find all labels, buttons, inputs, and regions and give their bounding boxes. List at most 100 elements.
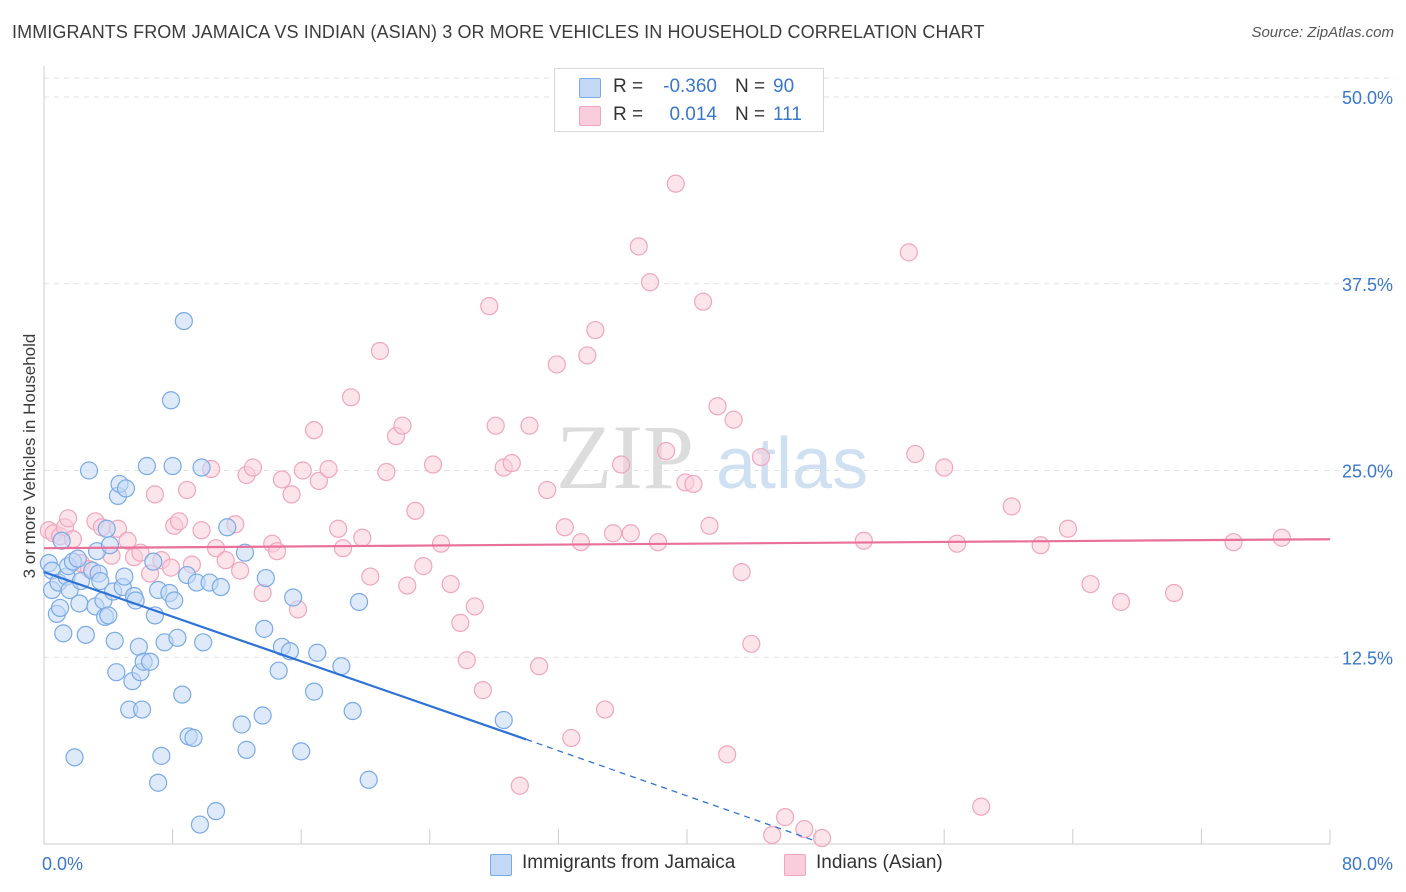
x-tick-labels: 0.0% 80.0% [42,854,1393,874]
legend-row-indians: R = 0.014 N = 111 [555,101,823,129]
data-point-indians [742,634,761,653]
legend-n-label: N = [735,104,766,125]
data-point-indians [177,480,197,500]
data-point-indians [1164,583,1184,603]
legend-r-value: 0.014 [669,104,717,125]
data-point-jamaica [107,663,126,682]
data-point-jamaica [206,802,226,821]
data-point-jamaica [91,571,110,591]
data-point-indians [206,539,226,558]
data-point-indians [621,524,640,543]
data-point-jamaica [152,746,171,765]
data-point-indians [510,776,529,795]
data-point-jamaica [105,631,124,650]
data-point-indians [267,542,287,561]
data-point-jamaica [218,518,237,537]
data-point-indians [370,341,390,361]
legend-swatch-blue [579,78,601,98]
data-point-indians [693,292,713,311]
data-point-indians [161,558,181,577]
data-point-indians [972,797,991,816]
correlation-legend: R = -0.360 N = 90 R = 0.014 N = 111 [554,68,824,132]
legend-swatch-blue [490,854,512,876]
data-point-jamaica [192,458,211,477]
data-point-indians [538,480,557,500]
data-point-indians [595,700,615,719]
data-point-indians [216,551,235,570]
data-point-indians [486,416,505,435]
data-point-indians [611,455,631,474]
data-point-indians [1031,536,1050,555]
watermark-atlas: atlas [716,424,868,504]
data-point-indians [431,534,451,553]
data-point-indians [718,745,737,764]
data-point-indians [333,539,353,558]
data-point-indians [398,576,417,595]
data-point-indians [423,455,443,474]
data-point-indians [353,528,372,547]
data-point-jamaica [256,568,275,588]
data-point-jamaica [235,543,255,562]
data-point-indians [906,444,925,464]
data-point-indians [480,297,499,316]
data-point-indians [578,346,597,365]
data-point-jamaica [308,643,327,662]
data-point-jamaica [161,391,181,410]
data-point-indians [414,557,433,576]
data-point-indians [700,516,719,535]
data-point-indians [812,828,832,848]
data-point-jamaica [284,588,303,607]
axes [43,66,1331,845]
data-point-indians [243,458,263,477]
data-point-jamaica [343,701,362,721]
data-point-jamaica [494,710,513,730]
data-point-jamaica [190,815,210,834]
source-label: Source: ZipAtlas.com [1251,24,1394,41]
data-point-jamaica [359,770,378,789]
data-point-indians [309,471,328,491]
data-point-jamaica [149,773,168,792]
data-point-indians [666,174,685,193]
series-indians-asian [39,174,1291,848]
data-point-indians [648,533,668,552]
legend-label-jamaica: Immigrants from Jamaica [522,852,736,873]
data-point-indians [361,567,380,586]
data-point-jamaica [54,624,73,643]
data-point-indians [118,531,137,550]
data-point-jamaica [137,456,156,476]
data-point-indians [547,355,566,374]
data-point-jamaica [211,577,230,597]
data-point-indians [282,485,301,504]
data-point-jamaica [237,740,256,759]
data-point-indians [795,819,814,839]
data-point-indians [629,237,648,256]
y-axis-label: 3 or more Vehicles in Household [20,333,39,579]
data-point-indians [1111,592,1131,612]
y-tick-label: 37.5% [1342,275,1393,295]
series-jamaica [39,312,513,834]
data-point-jamaica [144,552,163,571]
data-point-indians [562,728,581,748]
data-point-indians [1058,519,1078,538]
data-point-jamaica [165,591,184,610]
data-point-jamaica [65,748,84,767]
data-point-indians [708,397,727,416]
legend-r-label: R = [613,104,644,125]
data-point-indians [724,410,743,429]
data-point-jamaica [68,549,87,568]
data-point-jamaica [194,633,213,652]
data-point-indians [59,509,78,528]
data-point-indians [571,533,591,552]
data-point-indians [473,681,492,700]
legend-row-jamaica: R = -0.360 N = 90 [555,73,823,101]
data-point-indians [640,273,660,292]
data-point-indians [530,657,549,676]
data-point-jamaica [76,625,95,644]
data-point-indians [520,416,539,435]
y-tick-labels: 12.5% 25.0% 37.5% 50.0% [1342,88,1393,668]
trend-line-indians [43,538,1331,550]
data-point-jamaica [115,567,134,586]
data-point-indians [751,447,771,467]
data-point-indians [1081,574,1100,594]
x-tick-label: 0.0% [42,854,83,874]
